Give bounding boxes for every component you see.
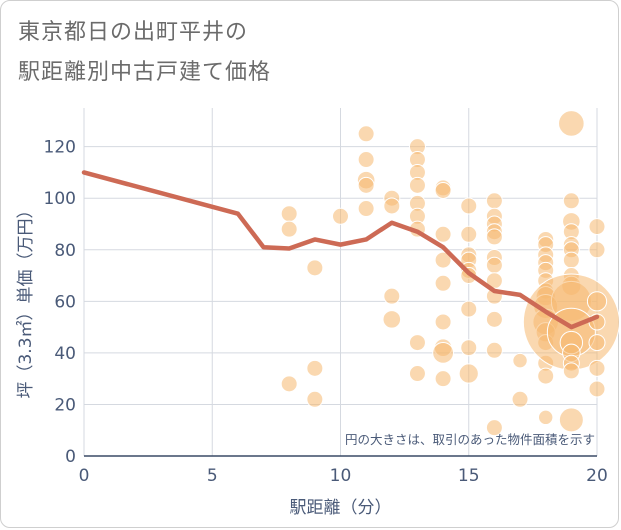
y-tick-label: 20 bbox=[54, 395, 76, 415]
data-bubble bbox=[538, 409, 554, 426]
data-bubble bbox=[460, 339, 478, 357]
average-price-line bbox=[81, 170, 600, 330]
data-bubble bbox=[485, 192, 503, 210]
data-bubble bbox=[558, 407, 584, 433]
data-bubble bbox=[460, 300, 478, 318]
data-bubble bbox=[382, 310, 402, 329]
data-bubble bbox=[460, 197, 478, 215]
x-tick-label: 15 bbox=[458, 466, 480, 486]
data-bubble bbox=[562, 251, 580, 269]
data-bubble bbox=[357, 200, 375, 218]
data-bubble bbox=[485, 310, 503, 328]
data-bubble bbox=[485, 419, 503, 437]
data-bubble bbox=[586, 291, 608, 312]
y-tick-label: 100 bbox=[44, 189, 76, 209]
data-bubble bbox=[434, 181, 452, 199]
data-bubble bbox=[408, 176, 426, 194]
data-bubble bbox=[408, 334, 426, 352]
data-bubble bbox=[588, 241, 606, 259]
x-tick-label: 10 bbox=[330, 466, 352, 486]
data-bubble bbox=[357, 176, 375, 194]
axes: 0 5 10 15 20 0 20 40 60 80 100 120 bbox=[44, 138, 608, 486]
data-bubble bbox=[408, 365, 426, 383]
y-tick-label: 40 bbox=[54, 344, 76, 364]
data-bubble bbox=[383, 197, 401, 215]
data-bubble bbox=[588, 359, 606, 377]
average-line-group bbox=[81, 170, 600, 330]
y-tick-label: 120 bbox=[44, 138, 76, 158]
data-bubble bbox=[332, 207, 349, 225]
y-tick-label: 0 bbox=[65, 447, 76, 467]
data-bubble bbox=[306, 359, 324, 377]
bubbles bbox=[280, 110, 620, 437]
data-bubble bbox=[485, 228, 503, 246]
y-tick-label: 60 bbox=[54, 292, 76, 312]
data-bubble bbox=[434, 313, 452, 331]
size-note: 円の大きさは、取引のあった物件面積を示す bbox=[345, 432, 595, 447]
data-bubble bbox=[306, 390, 324, 408]
data-bubble bbox=[485, 341, 503, 359]
chart-title-line1: 東京都日の出町平井の bbox=[18, 20, 249, 45]
x-tick-label: 0 bbox=[79, 466, 90, 486]
data-bubble bbox=[357, 151, 375, 169]
data-bubble bbox=[383, 287, 401, 305]
data-bubble bbox=[280, 205, 298, 223]
chart-title-line2: 駅距離別中古戸建て価格 bbox=[18, 60, 272, 85]
data-bubble bbox=[588, 334, 606, 352]
data-bubble bbox=[432, 341, 455, 364]
data-bubble bbox=[280, 220, 298, 238]
y-axis-label: 坪（3.3㎡）単価（万円） bbox=[16, 201, 36, 398]
data-bubble bbox=[512, 352, 528, 369]
data-bubble bbox=[460, 225, 478, 243]
data-bubble bbox=[562, 192, 580, 210]
data-bubble bbox=[511, 390, 529, 408]
y-tick-label: 80 bbox=[54, 241, 76, 261]
x-tick-label: 20 bbox=[586, 466, 608, 486]
data-bubble bbox=[434, 225, 452, 243]
data-bubble bbox=[434, 370, 452, 388]
x-tick-label: 5 bbox=[207, 466, 218, 486]
data-bubble bbox=[306, 259, 324, 277]
x-axis-label: 駅距離（分） bbox=[290, 498, 392, 518]
data-bubble bbox=[562, 362, 580, 380]
data-bubble bbox=[434, 251, 452, 269]
data-bubble bbox=[588, 380, 606, 398]
data-bubble bbox=[588, 218, 606, 236]
data-bubble bbox=[558, 110, 585, 137]
data-bubble bbox=[434, 274, 452, 292]
data-bubble bbox=[357, 125, 375, 143]
data-bubble bbox=[458, 363, 479, 384]
data-bubble bbox=[485, 256, 503, 274]
data-bubble bbox=[537, 367, 555, 385]
data-bubble bbox=[280, 375, 298, 393]
